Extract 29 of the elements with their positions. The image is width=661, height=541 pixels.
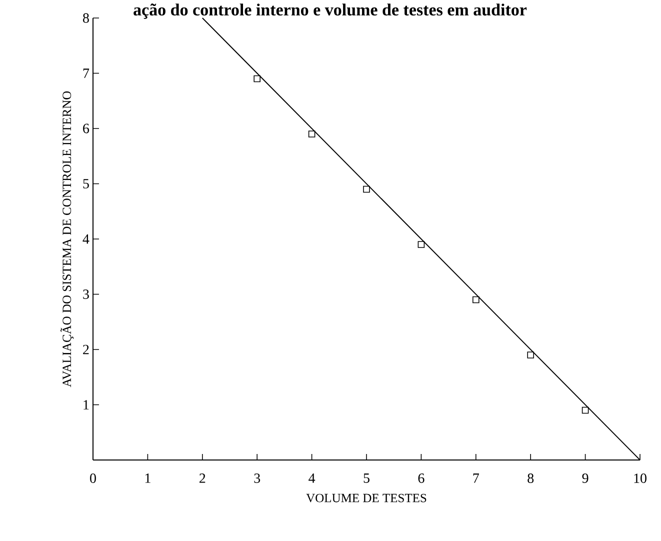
x-tick-label: 10 [634,474,646,483]
point [363,186,370,193]
x-tick-label: 9 [582,474,588,483]
y-tick-label: 5 [83,179,89,188]
point [254,75,260,82]
y-tick-label: 6 [83,124,90,134]
x-tick-label: 0 [90,474,96,483]
y-tick-label: 2 [83,344,89,354]
point [308,130,316,138]
x-tick-label: 3 [254,474,260,483]
x-tick-label: 8 [528,474,534,483]
point [472,296,480,304]
point [418,241,425,248]
y-tick-label: 7 [83,68,90,78]
point [582,406,589,414]
x-tick-label: 1 [145,474,150,483]
chart-title: ação do controle interno e volume de testes em auditor [134,4,527,19]
y-tick-label: 3 [83,290,89,299]
y-tick-label: 4 [82,234,90,244]
x-tick-label: 2 [200,474,206,483]
x-tick-label: 4 [308,474,316,483]
x-tick-label: 6 [418,474,424,483]
y-tick-label: 1 [84,400,89,410]
x-tick-label: 7 [473,474,480,483]
point [527,352,534,358]
y-tick-label: 8 [83,13,89,23]
x-axis-title: VOLUME DE TESTES [306,494,426,502]
y-axis-title: AVALIAÇÃO DO SISTEMA DE CONTROLE INTERNO [60,91,74,388]
x-tick-label: 5 [364,474,370,483]
